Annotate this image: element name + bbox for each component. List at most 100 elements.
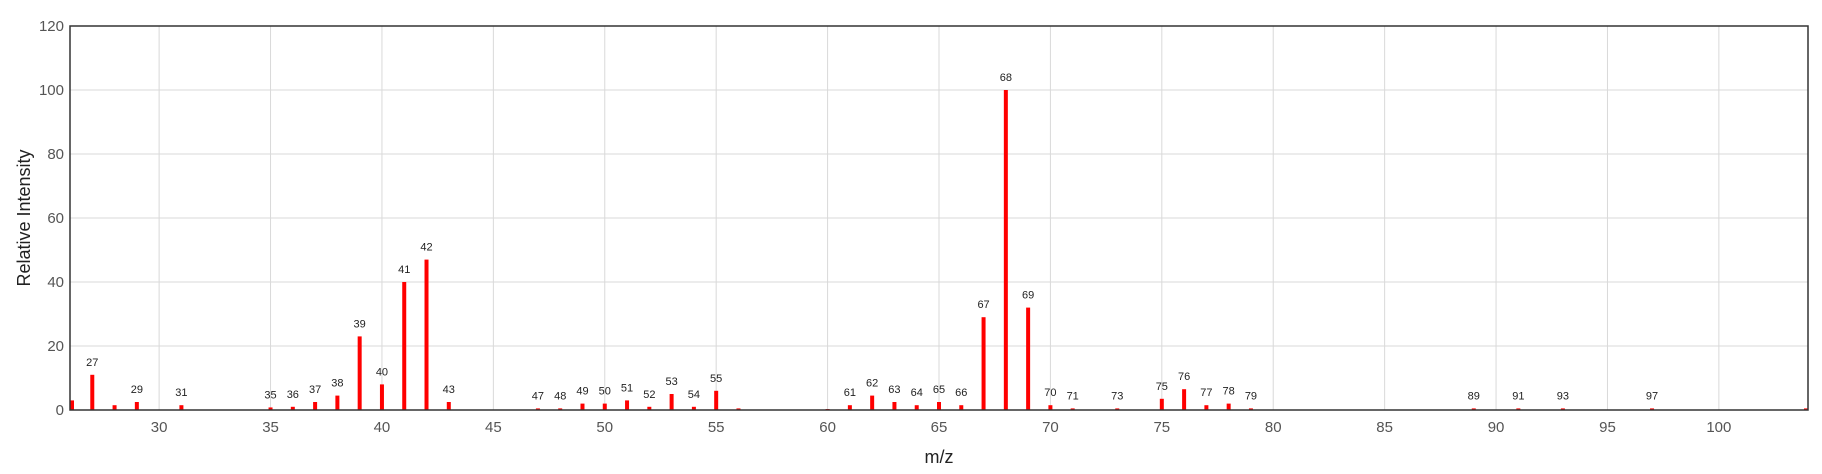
peak-bar <box>357 336 362 410</box>
peak-bar <box>1026 307 1031 410</box>
peak-label: 53 <box>665 376 677 388</box>
peak-bar <box>1070 408 1075 410</box>
peak-bar <box>691 406 696 410</box>
peak-label: 66 <box>955 387 967 399</box>
peak-bar <box>446 402 451 410</box>
peak-label: 27 <box>86 357 98 369</box>
y-axis-tick-labels: 0 20 40 60 80 100 120 <box>39 18 64 419</box>
x-tick-label: 95 <box>1599 419 1616 436</box>
peak-bar <box>736 408 741 410</box>
y-tick-label: 0 <box>56 402 64 419</box>
peak-label: 77 <box>1200 387 1212 399</box>
peak-bar <box>1226 403 1231 410</box>
peak-bar <box>892 402 897 410</box>
x-tick-label: 60 <box>819 419 836 436</box>
x-tick-label: 30 <box>151 419 168 436</box>
peak-label: 91 <box>1512 390 1524 402</box>
peak-bar <box>981 317 986 410</box>
peak-bar <box>90 374 95 410</box>
y-tick-label: 120 <box>39 18 64 35</box>
x-tick-label: 55 <box>708 419 725 436</box>
peak-bar <box>335 395 340 410</box>
peak-label: 41 <box>398 264 410 276</box>
peak-label: 93 <box>1557 390 1569 402</box>
peak-label: 64 <box>911 387 923 399</box>
peak-bars <box>70 90 1808 410</box>
x-tick-label: 50 <box>596 419 613 436</box>
x-tick-label: 45 <box>485 419 502 436</box>
peak-label: 76 <box>1178 371 1190 383</box>
y-tick-label: 100 <box>39 82 64 99</box>
peak-label: 69 <box>1022 290 1034 302</box>
peak-bar <box>1248 408 1253 410</box>
plot-frame <box>69 25 1809 411</box>
peak-label: 42 <box>420 242 432 254</box>
peak-label: 75 <box>1156 381 1168 393</box>
peak-bar <box>1471 408 1476 410</box>
peak-label: 38 <box>331 378 343 390</box>
peak-label: 35 <box>264 389 276 401</box>
peak-bar <box>847 405 852 410</box>
peak-bar <box>535 408 540 410</box>
peak-label: 73 <box>1111 390 1123 402</box>
peak-bar <box>1003 90 1008 410</box>
x-tick-label: 40 <box>374 419 391 436</box>
x-tick-label: 100 <box>1706 419 1731 436</box>
peak-label: 51 <box>621 382 633 394</box>
peak-bar <box>424 259 429 410</box>
x-tick-label: 85 <box>1376 419 1393 436</box>
peak-label: 78 <box>1223 386 1235 398</box>
y-tick-label: 80 <box>47 146 64 163</box>
peak-label: 55 <box>710 373 722 385</box>
peak-label: 49 <box>576 386 588 398</box>
peak-bar <box>937 402 941 410</box>
peak-bar <box>1650 408 1655 410</box>
peak-bar <box>290 406 295 410</box>
peak-label: 68 <box>1000 72 1012 84</box>
x-tick-label: 75 <box>1153 419 1170 436</box>
peak-label: 39 <box>354 318 366 330</box>
y-tick-label: 60 <box>47 210 64 227</box>
peak-bar <box>625 400 630 410</box>
peak-bar <box>1804 408 1808 410</box>
peak-bar <box>580 403 585 410</box>
peak-labels: 27 29 31 35 36 37 38 39 40 41 42 43 47 48 49 50 51 52 53 54… <box>86 72 1658 402</box>
peak-label: 65 <box>933 384 945 396</box>
peak-bar <box>1516 408 1521 410</box>
peak-bar <box>179 405 184 410</box>
peak-label: 40 <box>376 366 388 378</box>
x-tick-label: 35 <box>262 419 279 436</box>
peak-label: 70 <box>1044 387 1056 399</box>
peak-label: 50 <box>599 386 611 398</box>
peak-label: 54 <box>688 389 700 401</box>
peak-label: 71 <box>1067 390 1079 402</box>
x-tick-label: 70 <box>1042 419 1059 436</box>
peak-label: 67 <box>977 299 989 311</box>
peak-label: 79 <box>1245 390 1257 402</box>
x-tick-label: 80 <box>1265 419 1282 436</box>
peak-bar <box>1115 408 1120 410</box>
peak-bar <box>959 405 964 410</box>
peak-label: 52 <box>643 389 655 401</box>
peak-bar <box>669 394 674 410</box>
peak-bar <box>1159 398 1164 410</box>
peak-label: 61 <box>844 387 856 399</box>
peak-label: 97 <box>1646 390 1658 402</box>
peak-bar <box>558 408 563 410</box>
peak-label: 48 <box>554 390 566 402</box>
peak-bar <box>1182 389 1187 410</box>
peak-label: 89 <box>1468 390 1480 402</box>
peak-bar <box>112 405 117 410</box>
peak-bar <box>70 400 74 410</box>
peak-label: 37 <box>309 384 321 396</box>
x-axis-tick-labels: 30 35 40 45 50 55 60 65 70 75 80 85 90 95 100 <box>151 419 1732 436</box>
y-tick-label: 40 <box>47 274 64 291</box>
peak-bar <box>1560 408 1565 410</box>
peak-label: 43 <box>443 384 455 396</box>
peak-label: 36 <box>287 389 299 401</box>
peak-label: 29 <box>131 384 143 396</box>
peak-bar <box>870 395 875 410</box>
y-tick-label: 20 <box>47 338 64 355</box>
peak-bar <box>313 402 318 410</box>
